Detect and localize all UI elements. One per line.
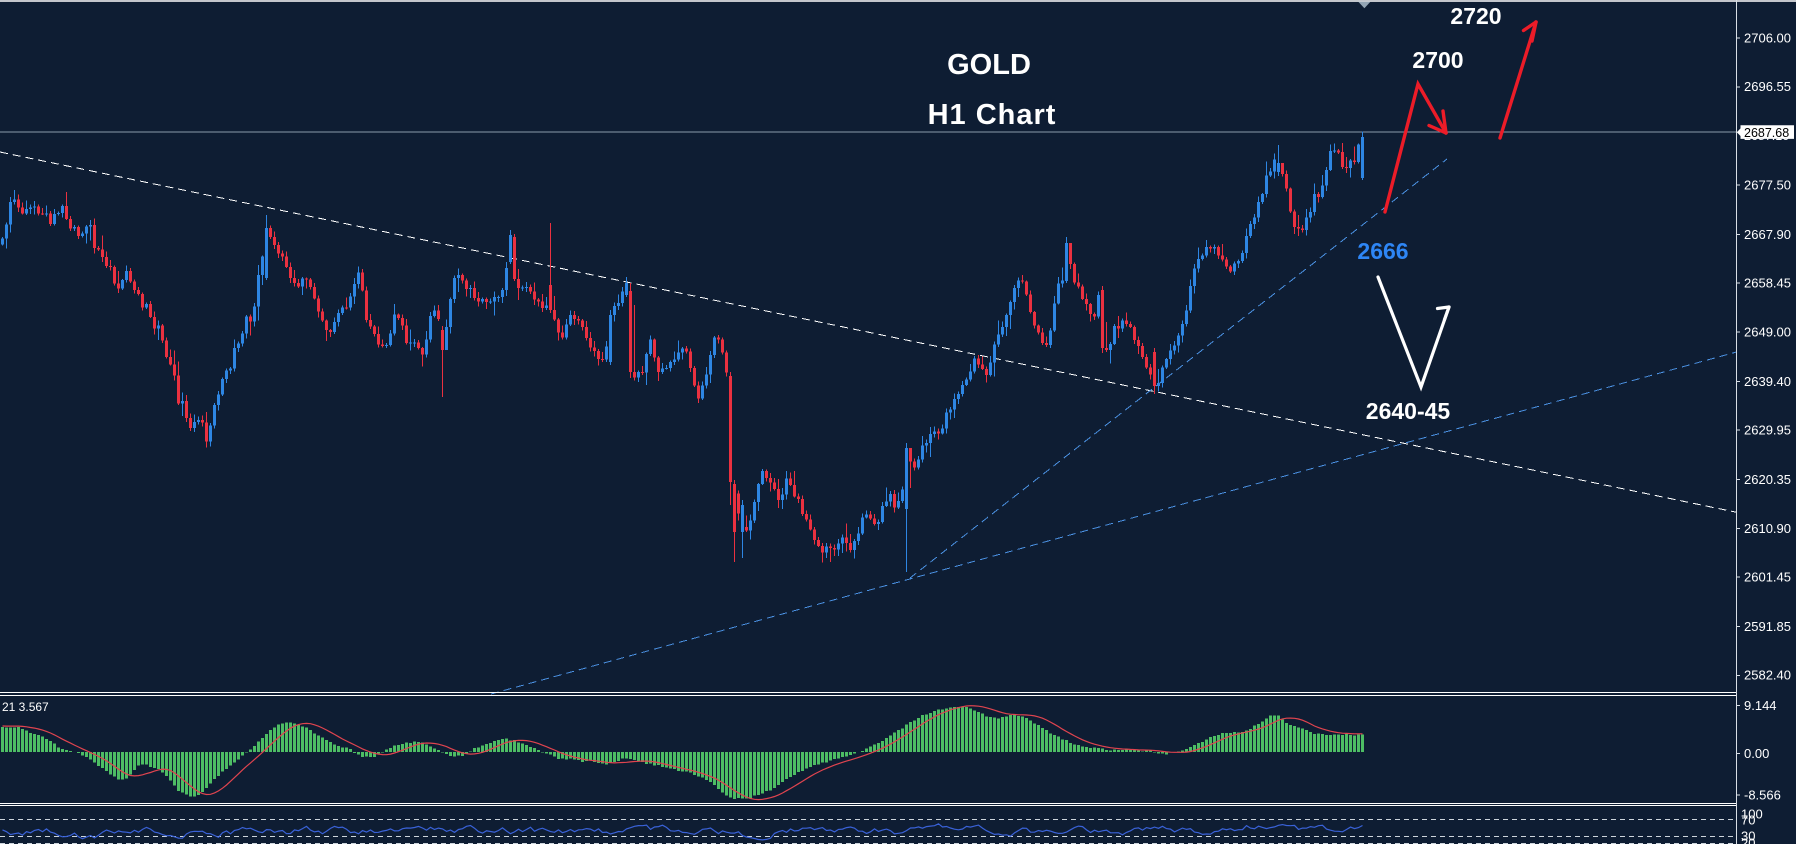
svg-text:20: 20 <box>1741 835 1755 844</box>
svg-text:30: 30 <box>1741 828 1755 843</box>
svg-text:2706.00: 2706.00 <box>1744 31 1791 46</box>
svg-text:2720: 2720 <box>1450 3 1501 29</box>
svg-text:9.144: 9.144 <box>1744 698 1777 713</box>
svg-text:2700: 2700 <box>1412 47 1463 73</box>
svg-text:2666: 2666 <box>1357 238 1408 264</box>
svg-text:2601.45: 2601.45 <box>1744 570 1791 585</box>
svg-text:2629.95: 2629.95 <box>1744 423 1791 438</box>
svg-text:0.00: 0.00 <box>1744 746 1769 761</box>
svg-text:100: 100 <box>1741 806 1763 821</box>
svg-text:2696.55: 2696.55 <box>1744 79 1791 94</box>
svg-text:2591.85: 2591.85 <box>1744 619 1791 634</box>
svg-text:-8.566: -8.566 <box>1744 788 1781 803</box>
svg-text:70: 70 <box>1741 812 1755 827</box>
svg-text:2649.00: 2649.00 <box>1744 324 1791 339</box>
svg-text:2667.90: 2667.90 <box>1744 227 1791 242</box>
svg-text:2687.68: 2687.68 <box>1744 126 1789 140</box>
svg-text:2582.40: 2582.40 <box>1744 668 1791 683</box>
svg-text:2640-45: 2640-45 <box>1366 398 1451 424</box>
svg-text:2620.35: 2620.35 <box>1744 472 1791 487</box>
svg-text:2639.40: 2639.40 <box>1744 374 1791 389</box>
svg-text:2677.50: 2677.50 <box>1744 177 1791 192</box>
svg-text:H1 Chart: H1 Chart <box>928 99 1057 131</box>
svg-text:2610.90: 2610.90 <box>1744 521 1791 536</box>
svg-text:2658.45: 2658.45 <box>1744 276 1791 291</box>
svg-text:GOLD: GOLD <box>947 49 1031 81</box>
svg-text:21 3.567: 21 3.567 <box>2 700 49 714</box>
